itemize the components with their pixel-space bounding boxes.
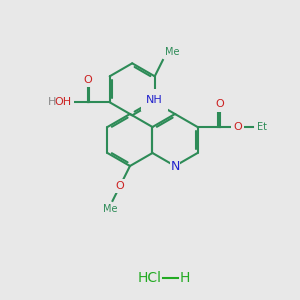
Text: HCl: HCl (138, 271, 162, 285)
Text: H: H (48, 97, 57, 107)
Text: H: H (180, 271, 190, 285)
Text: O: O (215, 99, 224, 110)
Text: N: N (170, 160, 180, 172)
Text: O: O (83, 75, 92, 85)
Text: NH: NH (146, 95, 163, 105)
Text: Me: Me (103, 204, 118, 214)
Text: O: O (233, 122, 242, 132)
Text: OH: OH (55, 97, 72, 107)
Text: Et: Et (257, 122, 267, 132)
Text: Me: Me (165, 47, 179, 57)
Text: O: O (116, 181, 124, 191)
